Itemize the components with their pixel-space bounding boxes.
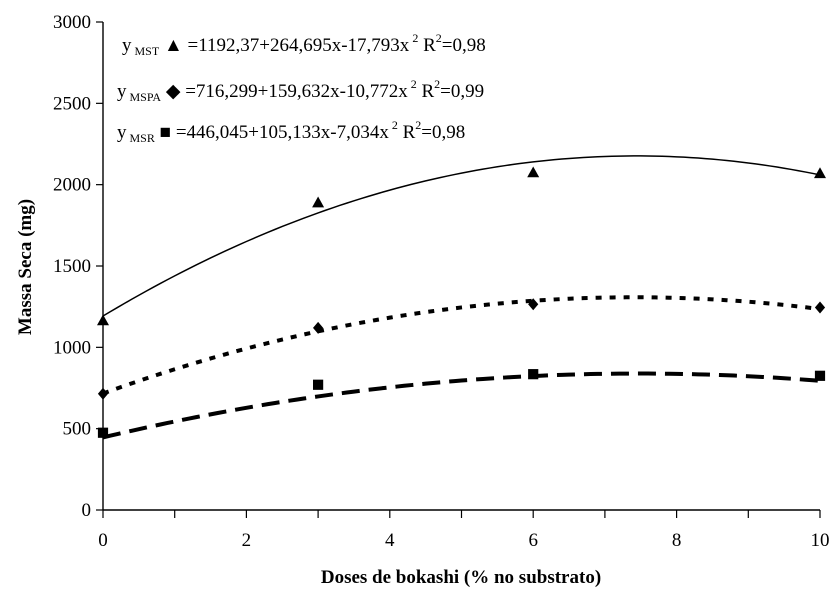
y-axis-title: Massa Seca (mg): [15, 199, 36, 335]
x-tick-label: 8: [672, 530, 682, 551]
data-point-msr: [814, 370, 826, 381]
x-tick-label: 10: [811, 530, 830, 551]
x-axis-title: Doses de bokashi (% no substrato): [321, 567, 601, 588]
data-point-msr: [528, 369, 539, 380]
equations: y MST ▲ =1192,37+264,695x-17,793x 2 R2=0…: [117, 31, 486, 145]
data-point-mst: [312, 196, 325, 208]
x-tick-label: 2: [242, 530, 252, 551]
fit-curves: [102, 155, 821, 440]
data-point-mspa: [528, 298, 539, 311]
y-tick-label: 1000: [53, 337, 91, 358]
data-point-msr: [97, 427, 109, 438]
y-tick-label: 2000: [53, 175, 91, 196]
x-tick-label: 4: [385, 530, 395, 551]
x-tick-label: 0: [98, 530, 108, 551]
data-point-mst: [97, 314, 109, 326]
y-tick-label: 1500: [53, 256, 91, 277]
data-point-mst: [814, 167, 826, 179]
data-point-mspa: [814, 301, 826, 314]
equation-msr: y MSR ■ =446,045+105,133x-7,034x 2 R2=0,…: [117, 118, 465, 145]
y-tick-label: 3000: [53, 12, 91, 33]
data-markers: [97, 166, 826, 438]
axes: 0 500 1000 1500 2000 2500 3000 0 2 4 6 8 10: [53, 12, 830, 551]
fit-curve-mst: [102, 155, 821, 317]
fit-curve-mspa: [102, 295, 821, 396]
data-point-msr: [313, 379, 324, 390]
data-point-mst: [527, 166, 540, 178]
equation-mst: y MST ▲ =1192,37+264,695x-17,793x 2 R2=0…: [122, 31, 486, 58]
data-point-mspa: [313, 321, 324, 334]
x-tick-label: 6: [528, 530, 538, 551]
data-point-mspa: [97, 387, 109, 400]
equation-mspa: y MSPA ◆ =716,299+159,632x-10,772x 2 R2=…: [117, 77, 484, 104]
y-tick-label: 2500: [53, 93, 91, 114]
fit-curve-msr: [102, 371, 821, 440]
y-tick-label: 500: [63, 419, 92, 440]
y-tick-label: 0: [82, 500, 92, 521]
